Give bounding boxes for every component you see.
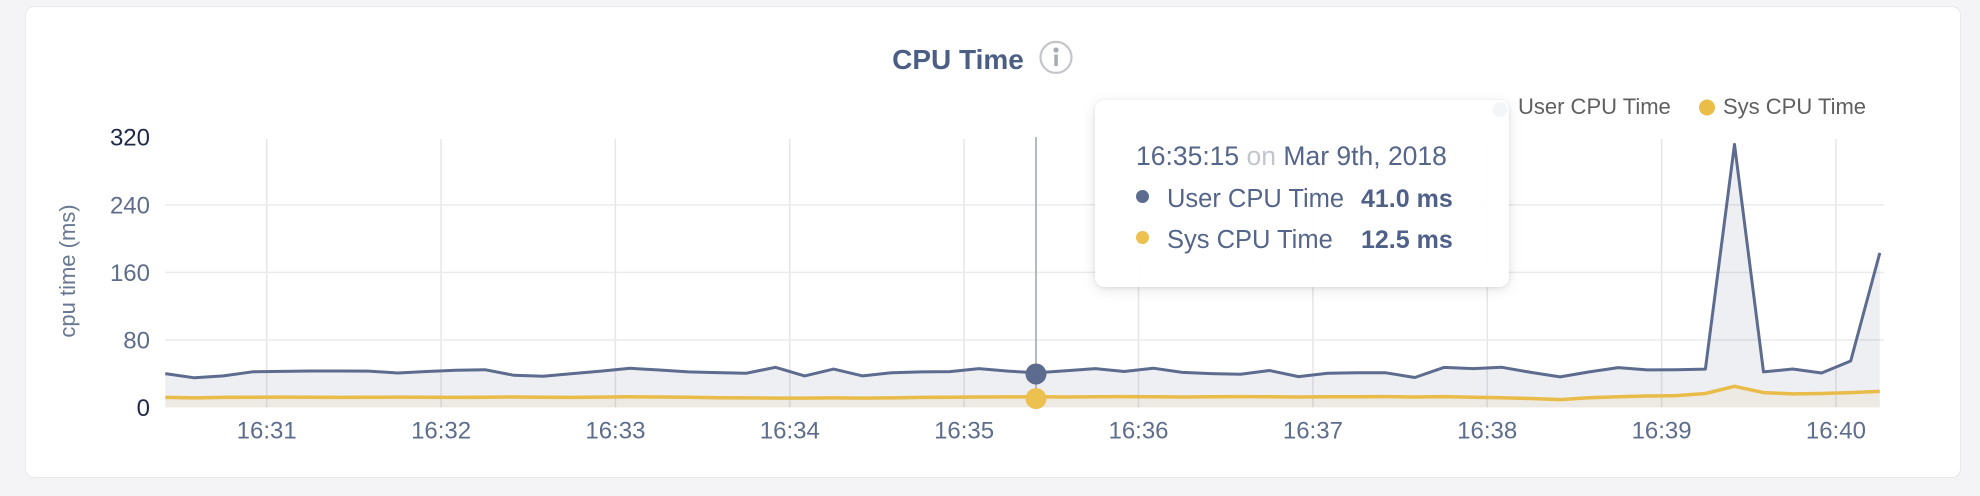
svg-text:User CPU Time: User CPU Time bbox=[1518, 94, 1671, 119]
svg-text:240: 240 bbox=[110, 192, 150, 219]
svg-text:160: 160 bbox=[110, 260, 150, 287]
svg-text:CPU Time: CPU Time bbox=[892, 44, 1024, 75]
svg-text:16:31: 16:31 bbox=[237, 418, 297, 445]
svg-text:Sys CPU Time: Sys CPU Time bbox=[1723, 94, 1866, 119]
svg-text:16:35: 16:35 bbox=[934, 418, 994, 445]
svg-text:16:37: 16:37 bbox=[1283, 418, 1343, 445]
svg-text:16:39: 16:39 bbox=[1632, 418, 1692, 445]
svg-text:16:40: 16:40 bbox=[1806, 418, 1866, 445]
svg-text:80: 80 bbox=[123, 327, 150, 354]
svg-text:16:34: 16:34 bbox=[760, 418, 820, 445]
svg-text:0: 0 bbox=[137, 395, 150, 422]
svg-text:16:32: 16:32 bbox=[411, 418, 471, 445]
svg-text:16:38: 16:38 bbox=[1457, 418, 1517, 445]
svg-text:cpu time (ms): cpu time (ms) bbox=[55, 204, 80, 337]
svg-text:16:33: 16:33 bbox=[585, 418, 645, 445]
svg-text:16:36: 16:36 bbox=[1108, 418, 1168, 445]
svg-text:320: 320 bbox=[110, 125, 150, 152]
